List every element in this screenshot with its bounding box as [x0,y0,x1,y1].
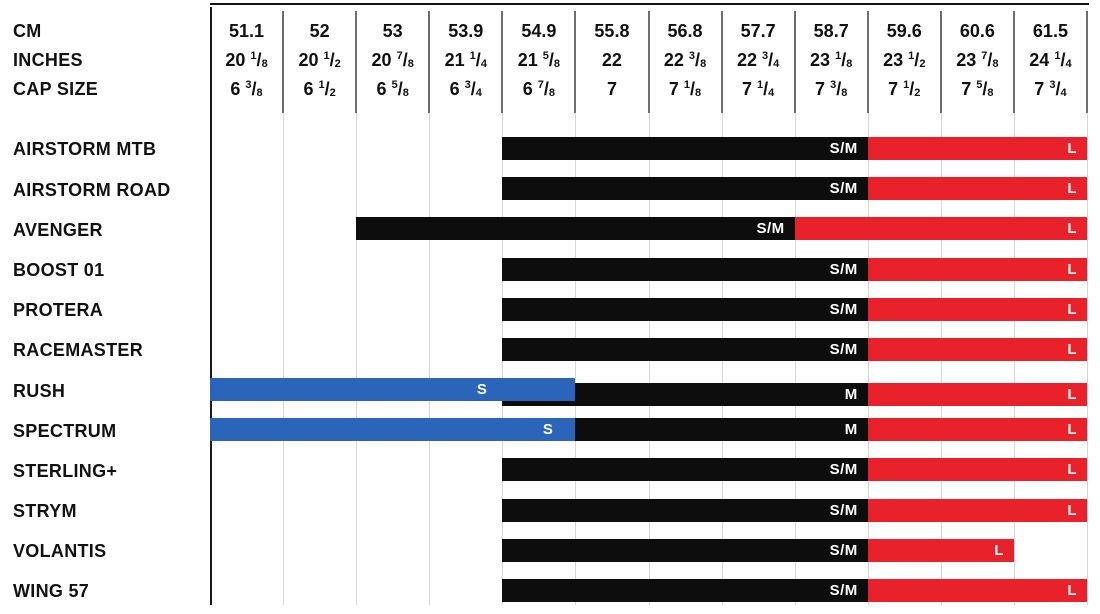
size-bar-black: S/M [502,498,868,522]
row-label: RACEMASTER [13,340,144,361]
col-cap-value: 6 3/8 [230,79,263,99]
header-inches-label: INCHES [13,50,83,70]
row-label: WING 57 [13,581,90,602]
size-bar-black: S/M [502,538,868,562]
row-label: AVENGER [13,219,103,240]
size-bar-red: L [867,383,1087,407]
col-cm-value: 57.7 [740,21,776,41]
header-column-divider [355,11,358,113]
col-inches-value: 23 1/8 [810,50,853,70]
row-label: AIRSTORM MTB [13,139,157,160]
body-gridline [1087,113,1088,605]
col-cap-value: 6 5/8 [376,79,409,99]
col-inches-value: 21 5/8 [517,50,561,70]
header-column-divider [501,11,504,113]
size-bar-black: S/M [502,136,868,160]
col-cap-value: 7 3/8 [815,79,848,99]
col-cap-value: 6 7/8 [522,79,555,99]
col-inches-value: 24 1/4 [1029,50,1072,70]
row-label: RUSH [13,380,66,401]
axis-left-line [210,7,212,605]
col-cm-value: 51.1 [229,21,265,41]
header-column-divider [866,11,869,113]
col-inches-value: 21 1/4 [444,50,487,70]
size-bar-red: L [867,297,1087,321]
header-column-divider [647,11,650,113]
col-cm-value: 60.6 [959,21,995,41]
col-cap-value: 7 1/8 [668,79,702,99]
header-column-divider [428,11,431,113]
size-bar-black: S/M [502,458,868,482]
col-cap-value: 7 [606,79,617,99]
header-column-divider [282,11,285,113]
col-cap-value: 7 1/4 [741,79,775,99]
row-label: SPECTRUM [13,420,117,441]
top-rule [210,3,1089,5]
col-cap-value: 7 5/8 [961,79,994,99]
size-bar-red: L [867,337,1087,361]
header-column-divider [720,11,723,113]
size-bar-black: S/M [502,578,868,602]
col-inches-value: 22 3/8 [663,50,707,70]
col-cm-value: 59.6 [886,21,922,41]
size-bar-black: S/M [356,217,795,241]
size-bar-black: S/M [502,337,868,361]
col-inches-value: 22 3/4 [736,50,780,70]
body-gridline [283,113,285,605]
size-bar-black: M [575,418,868,442]
header-cm-label: CM [13,21,42,41]
row-label: STERLING+ [13,460,118,481]
size-bar-red: L [867,578,1087,602]
header-column-divider [1012,11,1015,113]
col-cap-value: 7 1/2 [888,79,921,99]
col-cm-value: 54.9 [521,21,557,41]
size-bar-black: S/M [502,177,868,201]
col-cap-value: 7 3/4 [1034,79,1067,99]
body-gridline [429,113,431,605]
size-bar-black: S/M [502,257,868,281]
header-column-divider [793,11,796,113]
col-cm-value: 58.7 [813,21,849,41]
row-label: VOLANTIS [13,541,107,562]
size-bar-red: L [867,498,1087,522]
row-label: AIRSTORM ROAD [13,179,171,200]
row-label: STRYM [13,501,77,522]
col-inches-value: 20 7/8 [371,50,414,70]
header-column-divider [1086,11,1088,113]
col-inches-value: 20 1/2 [298,50,341,70]
size-bar-black: M [502,383,868,407]
size-bar-blue: S [210,378,576,402]
col-inches-value: 23 7/8 [956,50,999,70]
col-cm-value: 53 [382,21,403,41]
row-label: BOOST 01 [13,260,105,281]
header-cap-size-label: CAP SIZE [13,79,99,99]
size-bar-red: L [867,136,1087,160]
col-cm-value: 55.8 [594,21,630,41]
col-cap-value: 6 1/2 [303,79,336,99]
col-inches-value: 23 1/2 [883,50,926,70]
size-bar-red: L [867,458,1087,482]
col-cap-value: 6 3/4 [449,79,482,99]
col-cm-value: 53.9 [448,21,484,41]
size-bar-red: L [867,257,1087,281]
col-cm-value: 56.8 [667,21,703,41]
size-bar-red: L [867,418,1087,442]
col-inches-value: 22 [601,50,622,70]
size-bar-red: L [794,217,1087,241]
size-bar-blue: S [210,418,576,442]
header-column-divider [574,11,577,113]
row-label: PROTERA [13,300,104,321]
header-column-divider [939,11,942,113]
col-cm-value: 52 [309,21,330,41]
size-bar-red: L [867,177,1087,201]
col-cm-value: 61.5 [1032,21,1068,41]
col-inches-value: 20 1/8 [225,50,268,70]
size-bar-black: S/M [502,297,868,321]
size-bar-red: L [867,538,1014,562]
body-gridline [356,113,358,605]
